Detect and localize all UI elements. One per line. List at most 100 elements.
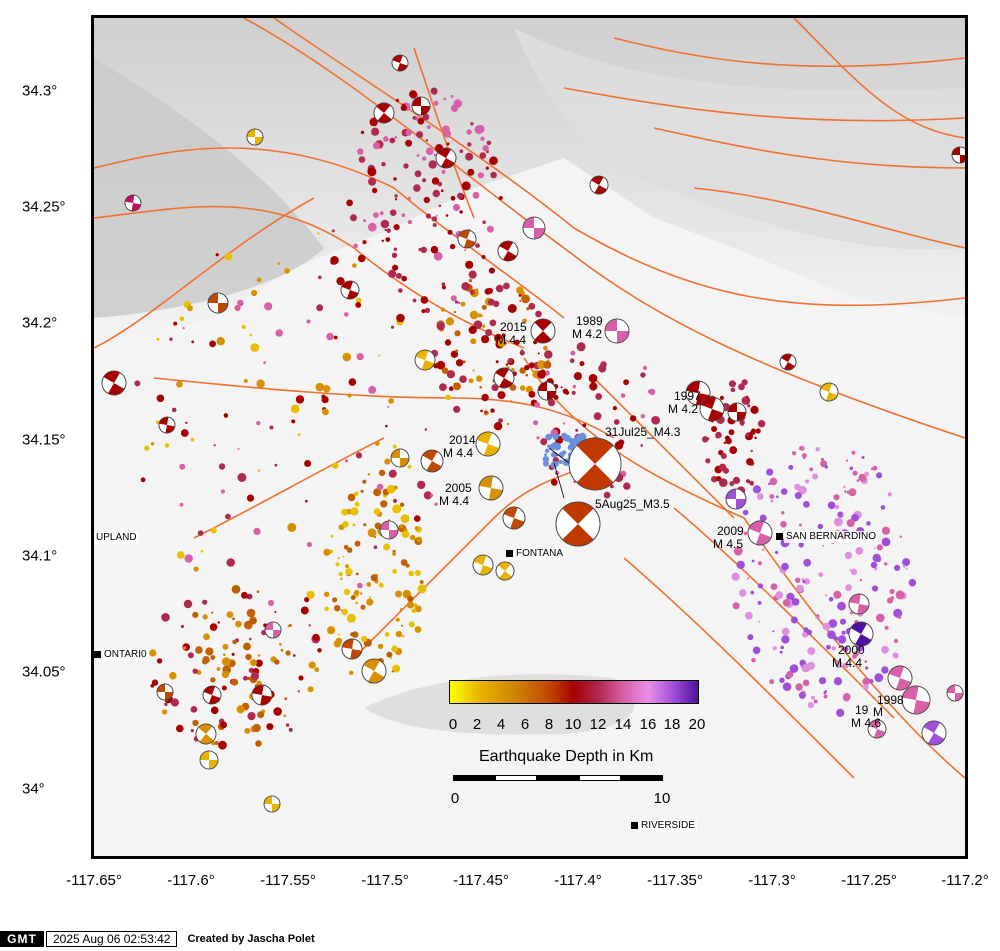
earthquake-dot xyxy=(393,224,400,231)
earthquake-dot xyxy=(495,360,499,364)
earthquake-dot xyxy=(376,483,384,491)
earthquake-dot xyxy=(425,213,431,219)
earthquake-dot xyxy=(352,523,356,527)
earthquake-dot xyxy=(179,502,184,507)
event-year: 2005 xyxy=(445,481,472,495)
earthquake-dot xyxy=(623,482,631,490)
earthquake-dot xyxy=(337,633,340,636)
earthquake-dot xyxy=(450,95,454,98)
earthquake-dot xyxy=(828,597,834,602)
earthquake-dot xyxy=(514,339,520,346)
earthquake-dot xyxy=(218,740,227,750)
earthquake-dot xyxy=(466,129,472,135)
earthquake-dot xyxy=(497,338,506,348)
earthquake-dot xyxy=(297,433,301,437)
earthquake-dot xyxy=(446,142,450,146)
earthquake-dot xyxy=(498,418,503,423)
earthquake-dot xyxy=(733,382,737,385)
colorbar-tick: 20 xyxy=(688,716,706,733)
earthquake-dot xyxy=(811,695,815,700)
sequence-2025-event xyxy=(578,432,587,441)
earthquake-dot xyxy=(833,677,843,686)
earthquake-dot xyxy=(350,214,357,222)
earthquake-dot xyxy=(899,535,902,538)
earthquake-dot xyxy=(462,360,466,364)
earthquake-dot xyxy=(307,686,314,693)
earthquake-dot xyxy=(776,495,779,499)
earthquake-dot xyxy=(841,630,846,635)
earthquake-dot xyxy=(750,449,753,453)
lon-label: -117.3° xyxy=(748,872,796,889)
earthquake-dot xyxy=(156,394,165,403)
earthquake-dot xyxy=(232,639,237,645)
earthquake-dot xyxy=(323,385,331,393)
focal-mechanism-icon xyxy=(522,216,546,240)
earthquake-dot xyxy=(872,465,878,471)
colorbar-tick: 0 xyxy=(448,716,458,733)
earthquake-dot xyxy=(317,232,320,235)
earthquake-dot xyxy=(544,370,550,376)
earthquake-dot xyxy=(224,252,233,261)
earthquake-dot xyxy=(562,422,566,425)
earthquake-dot xyxy=(893,638,899,644)
earthquake-dot xyxy=(401,530,410,538)
earthquake-dot xyxy=(363,219,367,223)
earthquake-dot xyxy=(190,706,198,713)
earthquake-dot xyxy=(798,691,806,699)
focal-mechanism-icon xyxy=(251,684,273,706)
earthquake-dot xyxy=(720,453,727,459)
earthquake-dot xyxy=(521,294,530,304)
fault-line xyxy=(793,18,965,139)
earthquake-dot xyxy=(506,422,510,426)
earthquake-dot xyxy=(481,393,489,402)
lat-label: 34.15° xyxy=(22,431,66,449)
focal-mechanism-icon xyxy=(207,292,229,314)
earthquake-dot xyxy=(755,428,761,434)
earthquake-dot xyxy=(333,640,342,648)
fault-line xyxy=(94,205,525,349)
earthquake-dot xyxy=(702,436,709,443)
earthquake-dot xyxy=(171,407,177,413)
earthquake-dot xyxy=(788,464,794,470)
earthquake-dot xyxy=(444,339,452,346)
earthquake-dot xyxy=(269,601,273,605)
focal-mechanism-icon xyxy=(604,318,630,344)
earthquake-dot xyxy=(894,564,901,572)
earthquake-dot xyxy=(834,517,843,527)
focal-mechanism-icon xyxy=(901,685,931,715)
place-upland: UPLAND xyxy=(94,532,139,544)
earthquake-dot xyxy=(723,441,726,445)
earthquake-dot xyxy=(815,447,820,452)
gmt-logo: GMT xyxy=(0,931,44,947)
earthquake-dot xyxy=(383,543,391,551)
earthquake-dot xyxy=(469,310,479,320)
earthquake-dot xyxy=(237,473,247,482)
focal-mechanism-icon xyxy=(264,621,282,639)
earthquake-dot xyxy=(237,447,240,450)
earthquake-dot xyxy=(801,577,804,581)
earthquake-dot xyxy=(360,130,365,135)
earthquake-dot xyxy=(263,361,266,365)
focal-mechanism-icon xyxy=(568,437,622,491)
earthquake-dot xyxy=(192,611,199,619)
earthquake-dot xyxy=(244,620,253,630)
earthquake-dot xyxy=(822,544,825,548)
earthquake-dot xyxy=(197,530,204,536)
scale-tick: 10 xyxy=(653,790,671,807)
earthquake-dot xyxy=(423,491,432,500)
place-marker xyxy=(776,533,783,540)
fault-line xyxy=(273,18,965,307)
sequence-2025-event xyxy=(551,451,557,458)
fault-line xyxy=(94,147,565,319)
earthquake-dot xyxy=(420,246,427,254)
earthquake-dot xyxy=(629,415,637,422)
focal-mechanism-icon xyxy=(101,370,127,396)
earthquake-dot xyxy=(416,154,420,157)
earthquake-dot xyxy=(446,370,455,379)
earthquake-dot xyxy=(394,198,398,201)
earthquake-dot xyxy=(598,364,607,373)
earthquake-dot xyxy=(789,664,799,673)
fault-line xyxy=(563,87,965,122)
earthquake-dot xyxy=(370,574,378,582)
earthquake-dot xyxy=(237,299,244,307)
